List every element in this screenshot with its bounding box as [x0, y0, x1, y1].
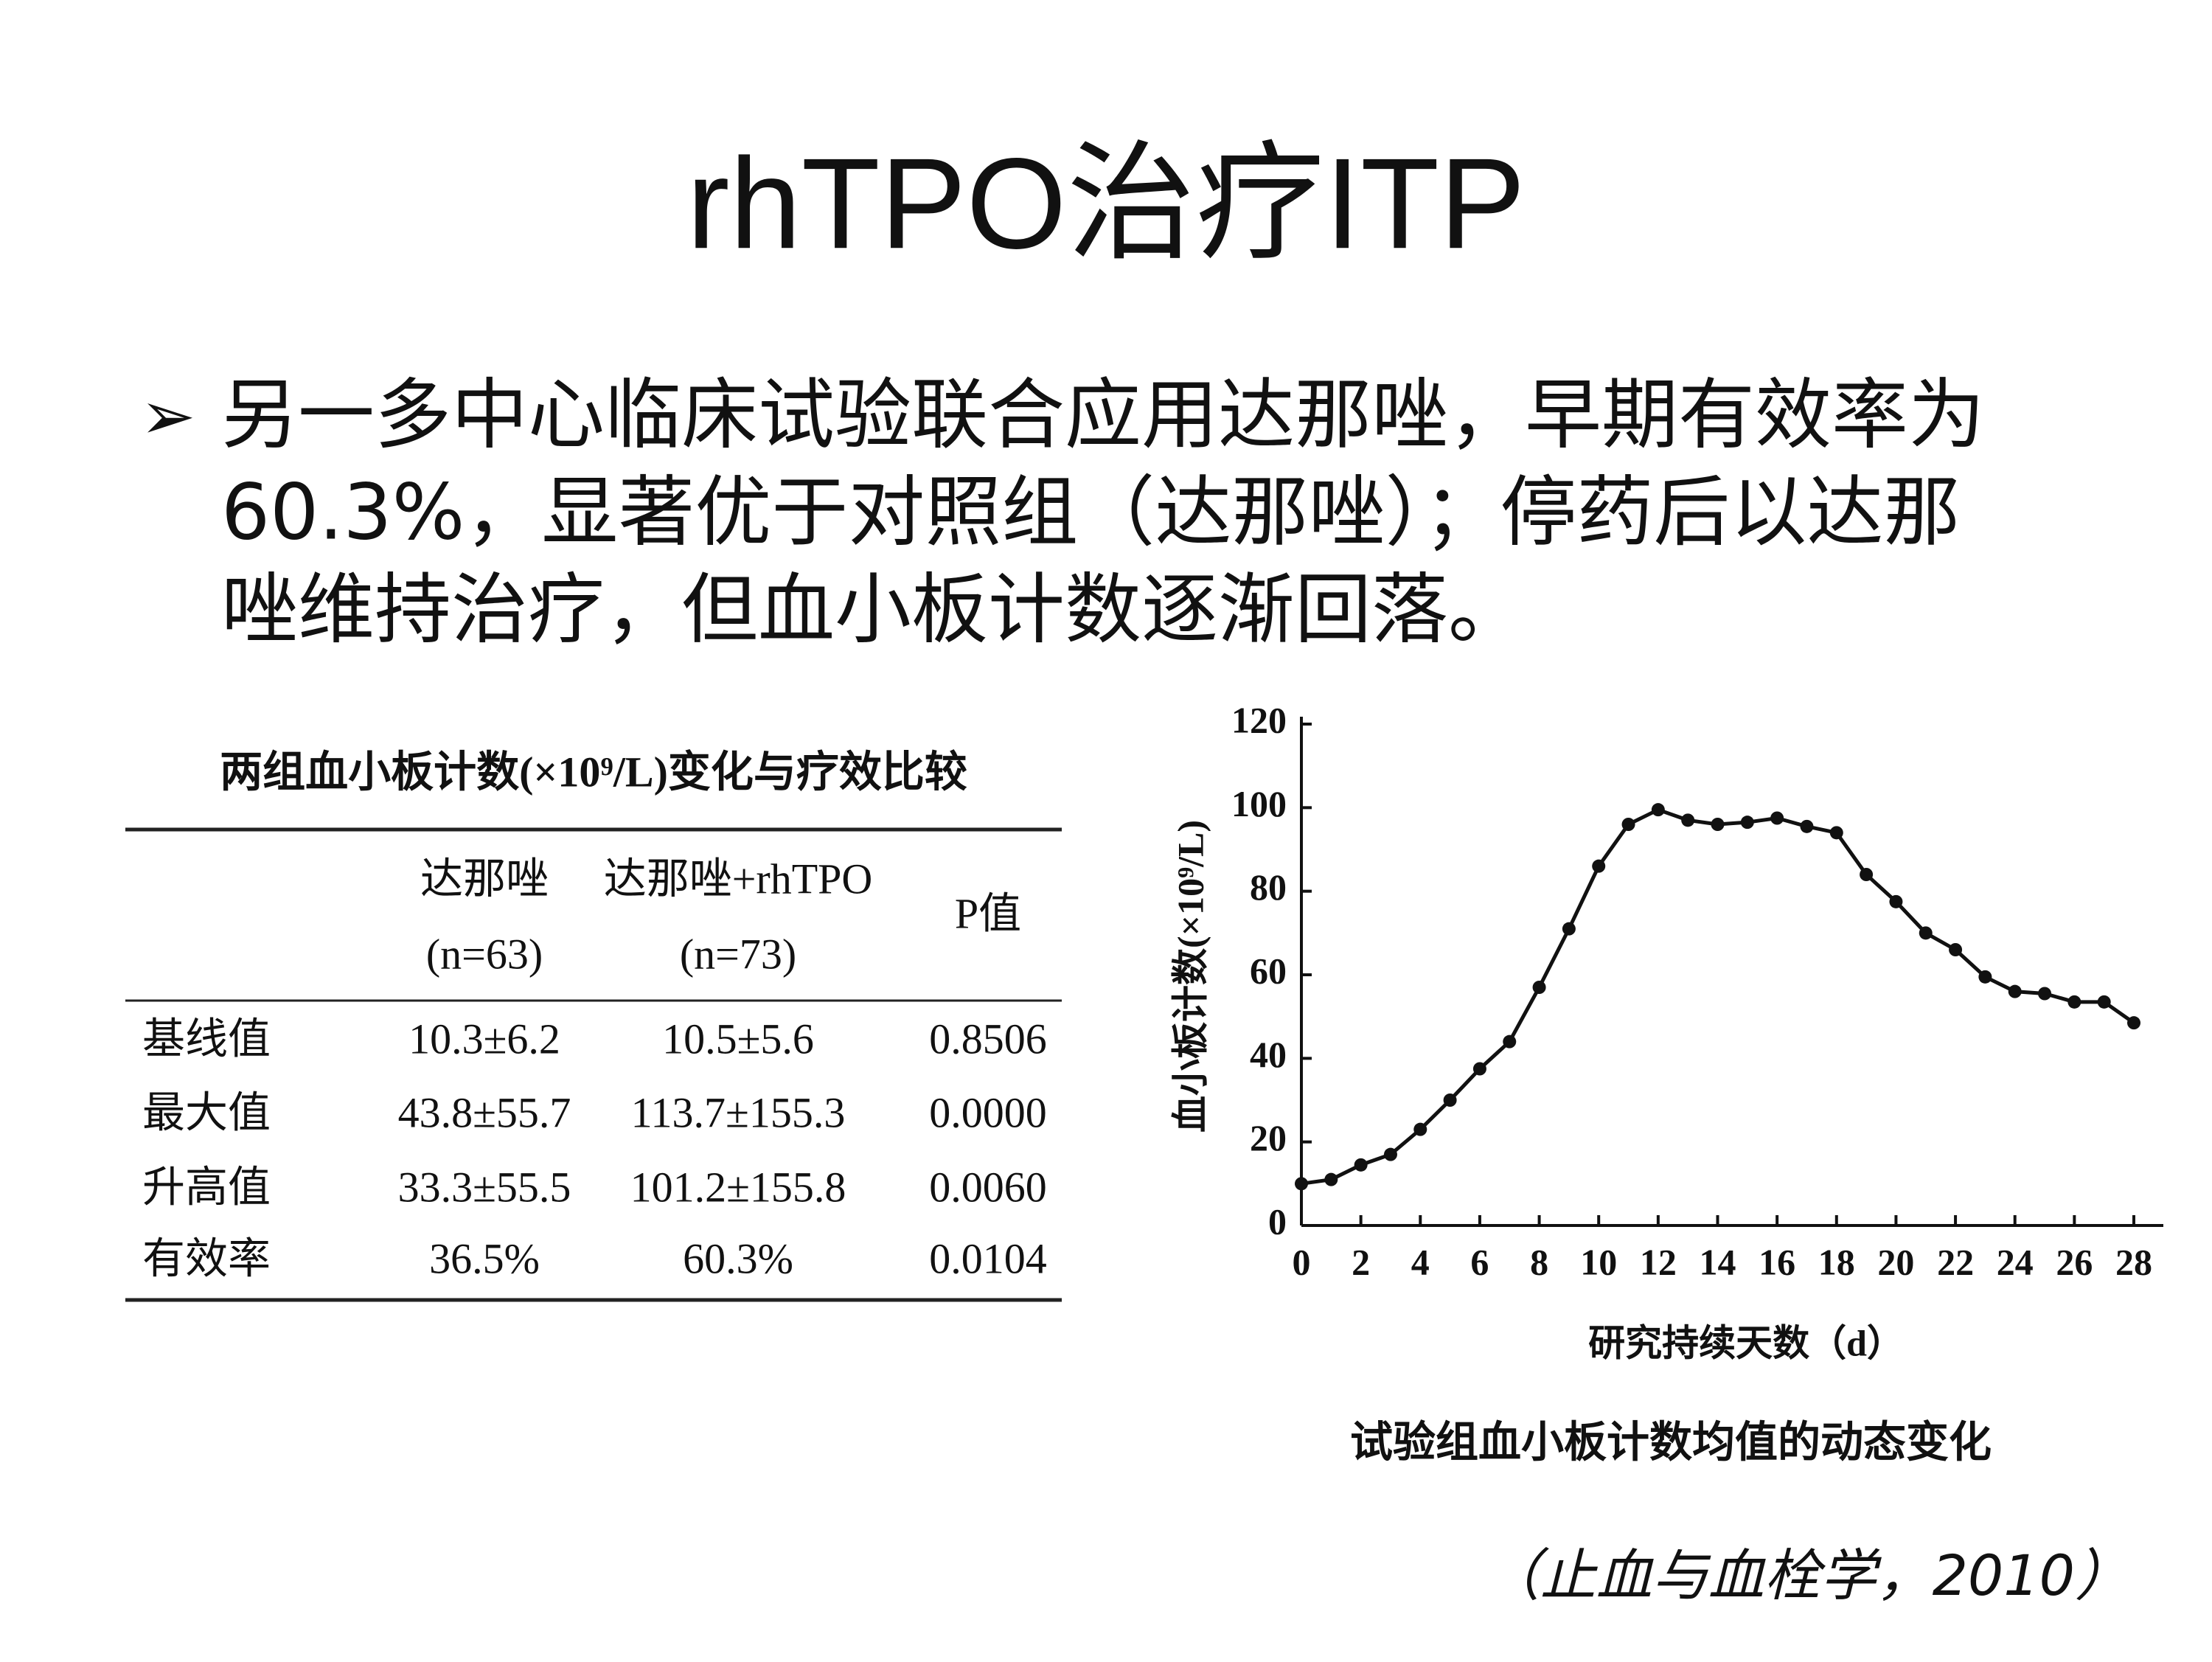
y-tick-label: 100 [1231, 783, 1287, 824]
data-point [1949, 943, 1963, 956]
data-point [1413, 1122, 1427, 1136]
table-cell: 43.8±55.7 [398, 1088, 571, 1136]
table-cell: 101.2±155.8 [630, 1163, 846, 1211]
table-header-sub: (n=73) [680, 930, 796, 978]
x-tick-label: 4 [1411, 1241, 1430, 1282]
table-cell: 33.3±55.5 [398, 1163, 571, 1211]
x-tick-label: 6 [1470, 1241, 1489, 1282]
data-point [1562, 922, 1576, 936]
data-point [2127, 1016, 2140, 1030]
table-cell: 60.3% [683, 1234, 793, 1282]
table-cell: 10.5±5.6 [662, 1015, 814, 1063]
x-tick-label: 24 [1997, 1241, 2034, 1282]
data-point [2067, 995, 2081, 1009]
chart-caption: 试验组血小板计数均值的动态变化 [1350, 1418, 1992, 1466]
data-point [2008, 984, 2022, 998]
bullet-text: 60.3%，显著优于对照组（达那唑）；停药后以达那 [221, 467, 1960, 557]
data-point [1740, 816, 1754, 830]
table-header: P值 [955, 889, 1021, 937]
row-label: 最大值 [142, 1088, 271, 1136]
data-point [1978, 970, 1992, 984]
data-point [1860, 868, 1874, 881]
y-tick-label: 120 [1231, 699, 1287, 740]
x-tick-label: 10 [1580, 1241, 1617, 1282]
y-tick-label: 80 [1250, 866, 1287, 908]
data-point [1800, 819, 1814, 833]
data-point [1443, 1093, 1457, 1107]
x-tick-label: 14 [1700, 1241, 1736, 1282]
data-point [1532, 981, 1546, 994]
row-label: 升高值 [142, 1163, 271, 1211]
table-cell: 113.7±155.3 [631, 1088, 846, 1136]
x-tick-label: 22 [1937, 1241, 1974, 1282]
data-point [1651, 803, 1665, 817]
bullet-text: 另一多中心临床试验联合应用达那唑，早期有效率为 [221, 369, 1985, 459]
table-header: 达那唑 [420, 855, 549, 903]
data-point [1324, 1172, 1338, 1186]
data-point [1354, 1158, 1368, 1172]
data-point [2038, 987, 2052, 1001]
row-label: 基线值 [142, 1015, 271, 1063]
bullet-arrow: ➢ [140, 378, 195, 455]
x-tick-label: 2 [1352, 1241, 1370, 1282]
x-tick-label: 16 [1759, 1241, 1795, 1282]
x-tick-label: 20 [1877, 1241, 1914, 1282]
table-header: 达那唑+rhTPO [604, 855, 873, 903]
x-axis-label: 研究持续天数（d） [1588, 1322, 1904, 1363]
table-cell: 0.0104 [929, 1234, 1047, 1282]
data-point [2097, 995, 2111, 1009]
table-cell: 0.0000 [929, 1088, 1047, 1136]
data-point [1383, 1147, 1397, 1161]
x-tick-label: 0 [1293, 1241, 1311, 1282]
data-point [1711, 818, 1725, 831]
x-tick-label: 8 [1530, 1241, 1548, 1282]
data-point [1919, 926, 1933, 940]
data-point [1681, 813, 1695, 827]
slide-title: rhTPO治疗ITP [686, 132, 1526, 276]
data-point [1472, 1062, 1486, 1076]
citation: （止血与血栓学，2010） [1484, 1543, 2131, 1608]
data-point [1503, 1035, 1517, 1049]
data-point [1829, 826, 1843, 840]
table-header-sub: (n=63) [426, 930, 543, 978]
table-title: 两组血小板计数(×10⁹/L)变化与疗效比较 [220, 748, 967, 796]
data-point [1770, 811, 1784, 825]
bullet-text: 唑维持治疗，但血小板计数逐渐回落。 [221, 564, 1525, 654]
data-point [1889, 894, 1903, 908]
y-axis-label: 血小板计数(×10⁹/L) [1169, 820, 1211, 1133]
y-tick-label: 40 [1250, 1034, 1287, 1075]
y-tick-label: 60 [1250, 950, 1287, 991]
data-point [1592, 859, 1606, 873]
x-tick-label: 12 [1640, 1241, 1677, 1282]
x-tick-label: 26 [2056, 1241, 2093, 1282]
table-cell: 0.8506 [929, 1015, 1047, 1063]
table-cell: 10.3±6.2 [408, 1015, 560, 1063]
table-cell: 36.5% [429, 1234, 540, 1282]
y-tick-label: 0 [1268, 1200, 1287, 1242]
row-label: 有效率 [142, 1234, 271, 1282]
data-point [1295, 1177, 1308, 1191]
table-cell: 0.0060 [929, 1163, 1047, 1211]
data-point [1621, 818, 1635, 831]
x-tick-label: 18 [1818, 1241, 1855, 1282]
x-tick-label: 28 [2115, 1241, 2152, 1282]
y-tick-label: 20 [1250, 1117, 1287, 1158]
